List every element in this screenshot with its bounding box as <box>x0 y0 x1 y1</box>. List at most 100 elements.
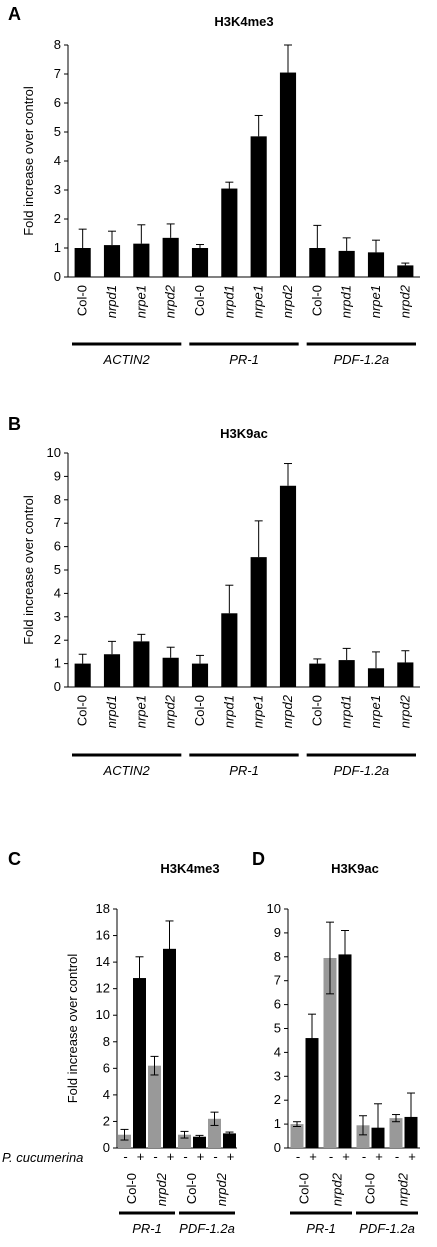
y-tick-label: 1 <box>54 656 61 671</box>
y-tick-label: 0 <box>103 1140 110 1155</box>
x-tick-label: nrpd1 <box>104 285 119 318</box>
x-tick-label: nrpe1 <box>133 285 148 318</box>
treatment-sign: + <box>167 1149 175 1164</box>
treatment-sign: - <box>329 1149 333 1164</box>
treatment-sign: - <box>362 1149 366 1164</box>
group-label: ACTIN2 <box>103 352 151 367</box>
x-tick-label: Col-0 <box>309 695 324 726</box>
y-tick-label: 0 <box>54 269 61 284</box>
bar <box>397 265 414 277</box>
bar <box>193 1136 206 1148</box>
x-tick-label: nrpd1 <box>104 695 119 728</box>
x-tick-label: nrpd2 <box>397 694 412 728</box>
bar <box>338 954 352 1148</box>
x-tick-label: nrpd2 <box>154 1172 169 1206</box>
x-tick-label: nrpd2 <box>397 284 412 318</box>
bar <box>356 1125 370 1148</box>
y-tick-label: 7 <box>54 66 61 81</box>
bar <box>133 641 150 687</box>
y-tick-label: 3 <box>54 182 61 197</box>
y-tick-label: 0 <box>54 679 61 694</box>
y-axis-label: Fold increase over control <box>65 954 80 1104</box>
bar <box>309 663 326 687</box>
x-tick-label: nrpd2 <box>280 284 295 318</box>
y-tick-label: 10 <box>96 1007 110 1022</box>
treatment-sign: - <box>123 1149 127 1164</box>
bar <box>250 136 267 277</box>
y-tick-label: 10 <box>47 445 61 460</box>
y-tick-label: 1 <box>54 240 61 255</box>
bar <box>221 613 238 687</box>
y-tick-label: 0 <box>274 1140 281 1155</box>
chart-title: H3K4me3 <box>160 861 219 876</box>
x-tick-label: nrpe1 <box>368 285 383 318</box>
y-axis-label: Fold increase over control <box>21 495 36 645</box>
treatment-sign: + <box>227 1149 235 1164</box>
bar <box>162 237 179 277</box>
treatment-sign: + <box>408 1149 416 1164</box>
x-tick-label: Col-0 <box>309 285 324 316</box>
y-tick-label: 4 <box>54 153 61 168</box>
y-tick-label: 4 <box>274 1044 281 1059</box>
chart-title: H3K9ac <box>331 861 379 876</box>
y-tick-label: 3 <box>54 609 61 624</box>
y-tick-label: 7 <box>54 515 61 530</box>
x-tick-label: nrpd1 <box>221 285 236 318</box>
y-tick-label: 3 <box>274 1068 281 1083</box>
treatment-sign: - <box>183 1149 187 1164</box>
bar <box>148 1065 161 1148</box>
group-label: PR-1 <box>229 352 259 367</box>
bar <box>74 248 91 277</box>
treatment-sign: + <box>375 1149 383 1164</box>
bar <box>290 1124 304 1148</box>
y-tick-label: 5 <box>54 562 61 577</box>
chart-title: H3K4me3 <box>214 14 273 29</box>
y-tick-label: 1 <box>274 1116 281 1131</box>
treatment-sign: - <box>296 1149 300 1164</box>
bar <box>309 248 326 277</box>
bar <box>103 654 121 687</box>
y-tick-label: 8 <box>54 492 61 507</box>
bar <box>133 243 150 277</box>
y-tick-label: 2 <box>54 211 61 226</box>
x-tick-label: Col-0 <box>184 1173 199 1204</box>
x-tick-label: nrpd2 <box>214 1172 229 1206</box>
bar <box>208 1118 221 1148</box>
y-tick-label: 2 <box>274 1092 281 1107</box>
y-tick-label: 9 <box>54 468 61 483</box>
group-label: PDF-1.2a <box>334 763 390 778</box>
bar <box>162 657 179 687</box>
panel-letter-C: C <box>8 849 21 869</box>
y-tick-label: 4 <box>103 1087 110 1102</box>
treatment-sign: + <box>197 1149 205 1164</box>
x-tick-label: nrpd2 <box>330 1172 345 1206</box>
x-tick-label: Col-0 <box>124 1173 139 1204</box>
y-tick-label: 8 <box>103 1034 110 1049</box>
bar <box>223 1133 236 1148</box>
panel-letter-A: A <box>8 4 21 24</box>
x-tick-label: Col-0 <box>192 695 207 726</box>
y-tick-label: 6 <box>54 95 61 110</box>
y-tick-label: 5 <box>274 1021 281 1036</box>
bar <box>397 662 414 687</box>
treatment-sign: + <box>342 1149 350 1164</box>
panel-letter-D: D <box>252 849 265 869</box>
x-tick-label: nrpd2 <box>280 694 295 728</box>
bar <box>323 957 337 1148</box>
bar <box>163 948 176 1148</box>
y-axis-label: Fold increase over control <box>21 86 36 236</box>
bar <box>367 252 385 277</box>
treatment-sign: + <box>137 1149 145 1164</box>
y-tick-label: 8 <box>54 37 61 52</box>
treatment-sign: + <box>309 1149 317 1164</box>
y-tick-label: 6 <box>54 539 61 554</box>
x-tick-label: Col-0 <box>75 285 90 316</box>
bar <box>338 250 355 277</box>
treatment-sign: - <box>153 1149 157 1164</box>
y-tick-label: 7 <box>274 973 281 988</box>
y-tick-label: 12 <box>96 981 110 996</box>
treatment-sign: - <box>213 1149 217 1164</box>
x-tick-label: nrpe1 <box>368 695 383 728</box>
x-tick-label: nrpd2 <box>396 1172 411 1206</box>
group-label: PR-1 <box>132 1221 162 1236</box>
